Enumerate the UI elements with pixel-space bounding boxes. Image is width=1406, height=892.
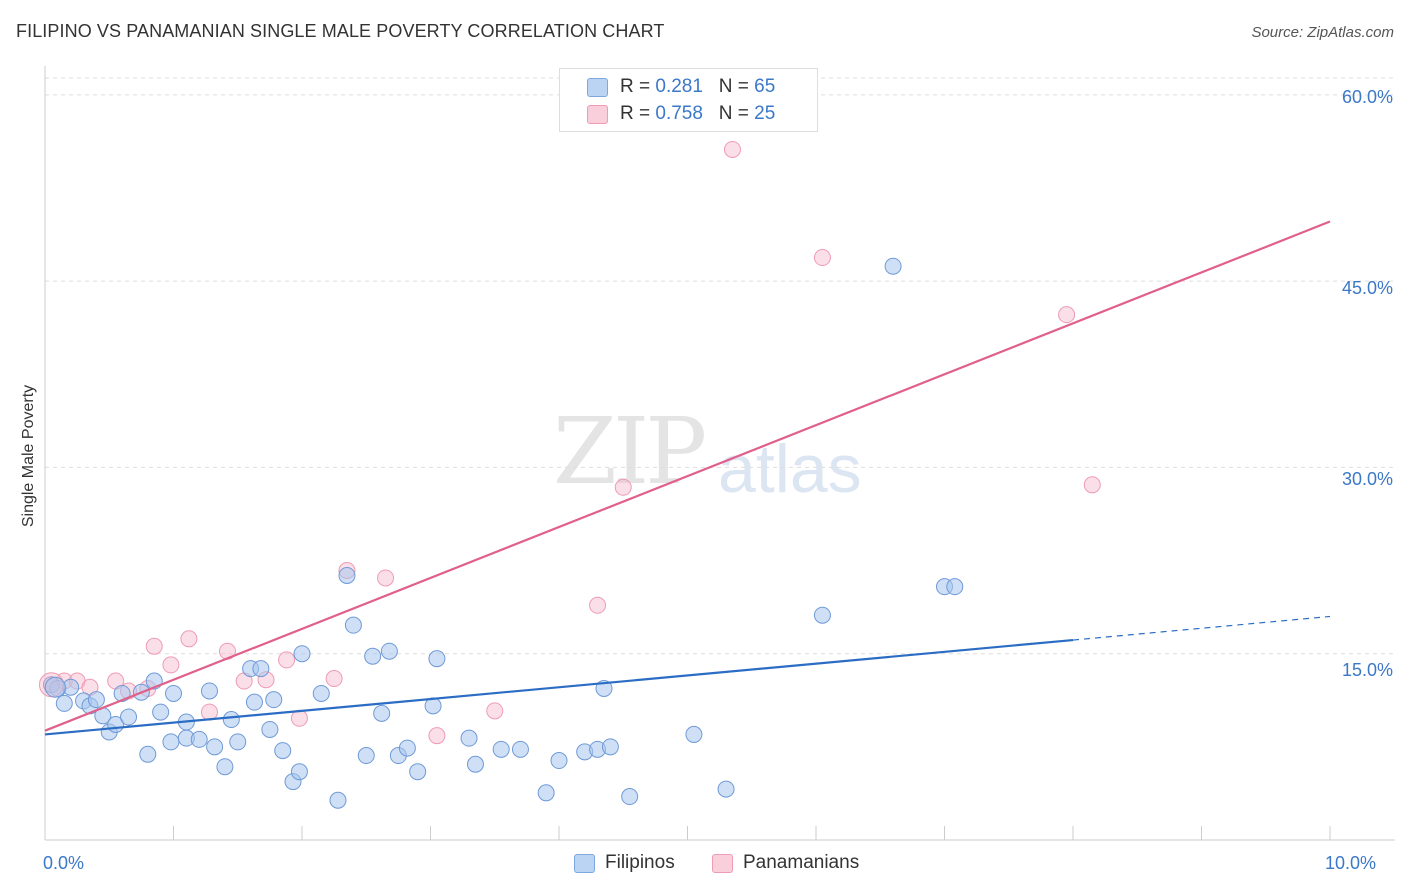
filipino-point bbox=[338, 566, 356, 584]
panamanian-point bbox=[325, 670, 343, 688]
filipino-point bbox=[884, 257, 902, 275]
source-label: Source: ZipAtlas.com bbox=[1251, 24, 1394, 41]
filipino-point bbox=[261, 720, 279, 738]
filipino-point bbox=[139, 745, 157, 763]
filipino-point bbox=[511, 740, 529, 758]
filipino-point bbox=[265, 691, 283, 709]
bottom-filipinos-label: Filipinos bbox=[605, 852, 675, 873]
panamanian-point bbox=[162, 656, 180, 674]
y-tick-60: 60.0% bbox=[1341, 87, 1393, 107]
filipino-point bbox=[373, 704, 391, 722]
filipino-point bbox=[252, 660, 270, 678]
watermark-atlas: atlas bbox=[718, 431, 862, 507]
panamanian-point bbox=[377, 569, 395, 587]
filipino-point bbox=[357, 747, 375, 765]
filipino-point bbox=[293, 645, 311, 663]
filipino-point bbox=[274, 742, 292, 760]
filipino-point bbox=[162, 733, 180, 751]
watermark-zip: ZIP bbox=[553, 398, 707, 505]
filipino-point bbox=[229, 733, 247, 751]
panamanians-swatch bbox=[587, 105, 608, 124]
filipino-point bbox=[290, 763, 308, 781]
y-axis-label: Single Male Poverty bbox=[20, 384, 37, 528]
filipino-point bbox=[621, 788, 639, 806]
filipino-point bbox=[216, 758, 234, 776]
chart-title: FILIPINO VS PANAMANIAN SINGLE MALE POVER… bbox=[16, 21, 665, 41]
filipino-point bbox=[200, 682, 218, 700]
y-tick-45: 45.0% bbox=[1341, 278, 1393, 298]
filipinos-trendline-extension bbox=[1072, 615, 1331, 641]
filipino-point bbox=[312, 684, 330, 702]
bottom-panamanians-label: Panamanians bbox=[743, 852, 860, 873]
panamanian-point bbox=[723, 140, 741, 158]
y-tick-15: 15.0% bbox=[1341, 660, 1393, 680]
filipinos-r-value: 0.281 bbox=[655, 76, 703, 97]
panamanian-point bbox=[1083, 476, 1101, 494]
stats-legend: R = 0.281 N = 65 R = 0.758 N = 25 bbox=[559, 68, 818, 132]
panamanians-trendline bbox=[44, 220, 1331, 732]
filipinos-n-label: N = bbox=[718, 76, 755, 97]
panamanians-n-label: N = bbox=[718, 103, 755, 124]
x-tick-max: 10.0% bbox=[1325, 853, 1377, 873]
panamanian-point bbox=[614, 478, 632, 496]
panamanians-r-value: 0.758 bbox=[655, 103, 703, 124]
filipino-point bbox=[537, 784, 555, 802]
filipino-point bbox=[813, 606, 831, 624]
filipino-point bbox=[685, 725, 703, 743]
panamanian-point bbox=[428, 727, 446, 745]
filipino-point bbox=[428, 650, 446, 668]
panamanian-point bbox=[200, 703, 218, 721]
bottom-panamanians-swatch bbox=[712, 854, 733, 873]
filipino-point bbox=[601, 738, 619, 756]
filipino-point bbox=[550, 752, 568, 770]
filipino-point bbox=[152, 703, 170, 721]
filipino-point bbox=[165, 684, 182, 702]
filipino-point bbox=[466, 755, 484, 773]
filipino-point bbox=[87, 691, 105, 709]
filipinos-r-label: R = bbox=[620, 76, 656, 97]
bottom-filipinos-swatch bbox=[574, 854, 595, 873]
y-tick-30: 30.0% bbox=[1341, 469, 1393, 489]
filipinos-trendline bbox=[44, 638, 1074, 736]
filipino-point bbox=[380, 642, 398, 660]
filipino-point bbox=[398, 739, 416, 757]
filipino-point bbox=[245, 693, 263, 711]
panamanian-point bbox=[278, 651, 296, 669]
filipino-cluster-point bbox=[44, 676, 66, 698]
panamanian-point bbox=[589, 596, 607, 614]
filipino-point bbox=[946, 578, 964, 596]
filipinos-swatch bbox=[587, 78, 608, 97]
panamanian-point bbox=[813, 249, 831, 267]
filipino-point bbox=[222, 711, 240, 729]
filipino-point bbox=[409, 763, 427, 781]
panamanian-point bbox=[486, 702, 504, 720]
filipino-point bbox=[364, 647, 382, 665]
filipino-point bbox=[55, 694, 73, 712]
filipino-point bbox=[190, 730, 208, 748]
x-tick-min: 0.0% bbox=[43, 853, 85, 873]
filipino-point bbox=[460, 729, 478, 747]
filipino-point bbox=[492, 740, 510, 758]
filipino-point bbox=[329, 791, 347, 809]
panamanian-point bbox=[1058, 306, 1076, 324]
panamanian-point bbox=[180, 630, 198, 648]
filipino-point bbox=[344, 616, 362, 634]
panamanians-n-value: 25 bbox=[754, 103, 776, 124]
filipinos-n-value: 65 bbox=[754, 76, 776, 97]
filipino-point bbox=[717, 780, 735, 798]
filipino-point bbox=[206, 738, 224, 756]
panamanians-r-label: R = bbox=[620, 103, 656, 124]
panamanian-point bbox=[145, 637, 163, 655]
filipino-point bbox=[120, 708, 138, 726]
